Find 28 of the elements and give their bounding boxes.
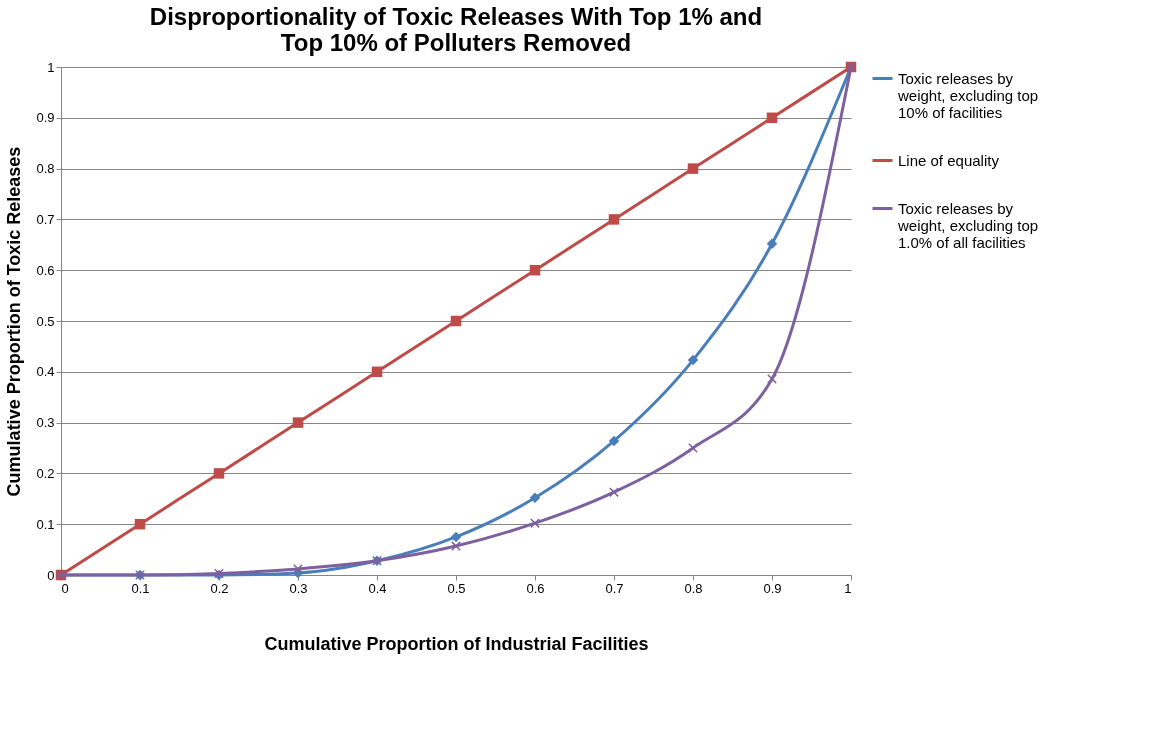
x-tick-label: 1: [844, 580, 852, 596]
y-tick-label: 0.3: [36, 415, 55, 431]
x-tick-label: 0.4: [368, 580, 387, 596]
y-tick-label: 0.2: [36, 465, 55, 481]
legend-label: Toxic releases by weight, excluding top 10% of facilities: [897, 69, 1039, 121]
y-tick-label: 0: [47, 567, 55, 583]
y-tick-label: 0.9: [36, 110, 55, 126]
y-tick-label: 0.1: [36, 516, 55, 532]
y-tick-label: 0.6: [36, 262, 55, 278]
y-tick-label: 0.4: [36, 364, 55, 380]
x-tick-label: 0.1: [131, 580, 150, 596]
x-tick-label: 0.5: [447, 580, 466, 596]
y-tick-label: 0.5: [36, 313, 55, 329]
y-tick-label: 0.8: [36, 161, 55, 177]
x-tick-label: 0.6: [526, 580, 545, 596]
x-tick-label: 0.3: [289, 580, 308, 596]
y-tick-label: 0.7: [36, 211, 55, 227]
x-tick-label: 0.8: [684, 580, 703, 596]
x-tick-label: 0.7: [605, 580, 624, 596]
x-tick-label: 0.9: [763, 580, 782, 596]
legend-label: Line of equality: [898, 151, 1000, 169]
legend-label: Toxic releases by weight, excluding top 1.0% of all facilities: [897, 199, 1039, 251]
x-tick-label: 0: [61, 580, 69, 596]
y-tick-label: 1: [47, 59, 55, 75]
x-tick-label: 0.2: [210, 580, 229, 596]
x-axis-title: Cumulative Proportion of Industrial Facilities: [264, 633, 649, 654]
y-axis-title: Cumulative Proportion of Toxic Releases: [4, 146, 25, 497]
chart-title: Disproportionality of Toxic Releases With Top 1% and Top 10% of Polluters Removed: [149, 2, 763, 56]
